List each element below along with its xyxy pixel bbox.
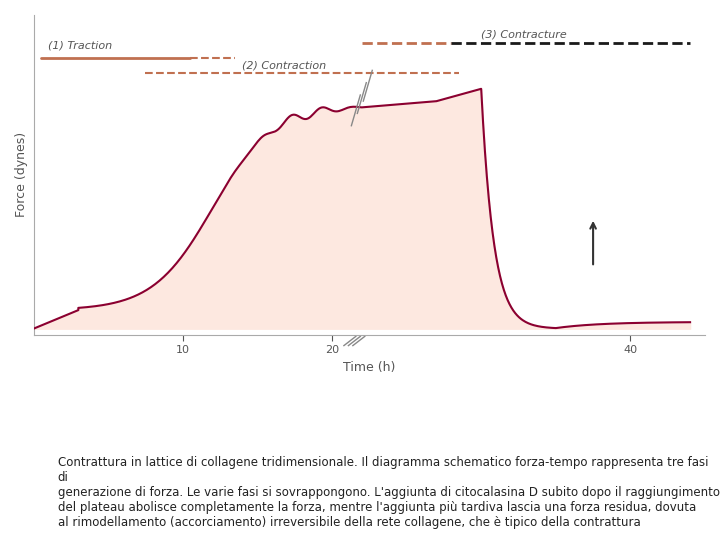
Text: (1) Traction: (1) Traction <box>48 40 112 50</box>
Text: (2) Contraction: (2) Contraction <box>243 60 327 70</box>
Text: (3) Contracture: (3) Contracture <box>481 30 567 39</box>
X-axis label: Time (h): Time (h) <box>343 361 395 374</box>
Y-axis label: Force (dynes): Force (dynes) <box>15 132 28 218</box>
Text: Contrattura in lattice di collagene tridimensionale. Il diagramma schematico for: Contrattura in lattice di collagene trid… <box>58 456 719 529</box>
